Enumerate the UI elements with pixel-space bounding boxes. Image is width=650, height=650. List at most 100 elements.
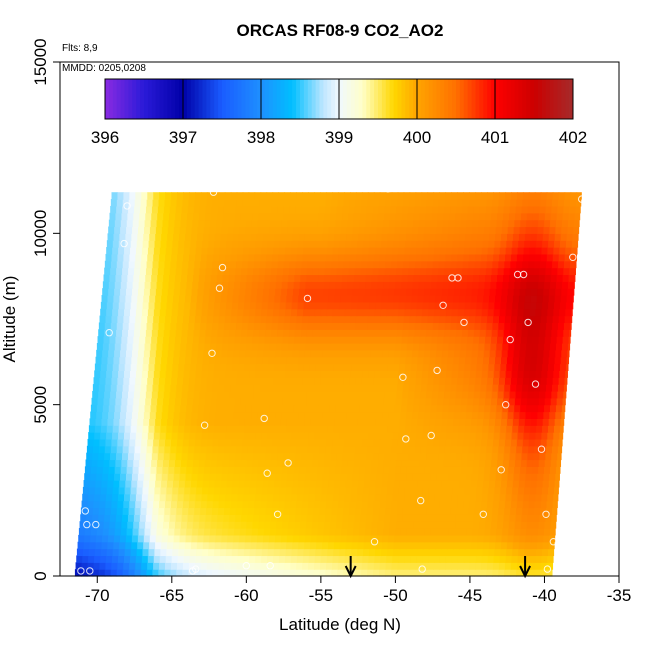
field-cell xyxy=(150,466,158,474)
field-cell xyxy=(249,240,257,248)
field-cell xyxy=(261,247,268,255)
field-cell xyxy=(566,233,574,241)
field-cell xyxy=(126,342,134,351)
field-cell xyxy=(404,425,412,433)
field-cell xyxy=(532,397,540,406)
field-cell xyxy=(246,459,254,467)
field-cell xyxy=(379,500,387,509)
field-cell xyxy=(508,274,516,282)
field-cell xyxy=(378,329,385,337)
field-cell xyxy=(499,253,506,262)
field-cell xyxy=(259,569,267,577)
field-cell xyxy=(359,459,367,467)
field-cell xyxy=(341,342,348,351)
field-cell xyxy=(121,397,128,406)
field-cell xyxy=(330,390,338,399)
field-cell xyxy=(235,445,243,454)
field-cell xyxy=(437,336,444,344)
field-cell xyxy=(460,281,468,289)
field-cell xyxy=(309,363,317,371)
field-cell xyxy=(449,452,457,461)
field-cell xyxy=(329,466,336,474)
field-cell xyxy=(481,377,488,385)
field-cell xyxy=(394,288,401,296)
field-cell xyxy=(535,370,542,378)
field-cell xyxy=(180,342,187,351)
field-cell xyxy=(438,452,445,461)
field-cell xyxy=(238,233,246,241)
field-cell xyxy=(371,342,378,351)
field-cell xyxy=(515,452,523,461)
field-cell xyxy=(196,425,203,433)
field-cell xyxy=(404,240,412,248)
field-cell xyxy=(137,418,144,426)
field-cell xyxy=(416,432,423,440)
field-cell xyxy=(554,418,562,426)
field-cell xyxy=(204,404,211,413)
field-cell xyxy=(107,356,115,365)
field-cell xyxy=(460,466,468,474)
field-cell xyxy=(191,534,199,543)
field-cell xyxy=(469,493,477,502)
field-cell xyxy=(526,397,534,406)
field-cell xyxy=(554,301,561,310)
field-cell xyxy=(106,555,113,563)
field-cell xyxy=(390,267,397,276)
field-cell xyxy=(189,493,197,502)
field-cell xyxy=(180,219,187,228)
field-cell xyxy=(501,349,509,358)
field-cell xyxy=(400,281,408,289)
field-cell xyxy=(336,336,343,344)
field-cell xyxy=(498,260,505,269)
field-cell xyxy=(528,438,536,447)
field-cell xyxy=(403,199,410,207)
field-cell xyxy=(234,212,242,221)
field-cell xyxy=(225,432,232,440)
field-cell xyxy=(433,500,440,509)
field-cell xyxy=(222,342,229,351)
field-cell xyxy=(526,219,533,228)
field-cell xyxy=(521,390,529,399)
field-cell xyxy=(369,295,377,303)
field-cell xyxy=(478,466,485,474)
field-cell xyxy=(371,397,379,406)
field-cell xyxy=(106,240,114,248)
field-cell xyxy=(447,480,454,488)
field-cell xyxy=(110,507,118,515)
field-cell xyxy=(378,267,386,276)
field-cell xyxy=(485,452,493,461)
field-cell xyxy=(220,233,228,241)
field-cell xyxy=(417,418,425,426)
field-cell xyxy=(313,507,320,515)
field-cell xyxy=(214,480,222,488)
field-cell xyxy=(436,226,443,234)
field-cell xyxy=(432,267,439,276)
field-cell xyxy=(144,466,152,474)
field-cell xyxy=(533,329,541,337)
field-cell xyxy=(340,226,348,234)
field-cell xyxy=(177,308,185,317)
field-cell xyxy=(398,432,405,440)
field-cell xyxy=(239,528,247,536)
field-cell xyxy=(211,205,219,214)
field-cell xyxy=(290,253,297,262)
field-cell xyxy=(556,281,563,289)
field-cell xyxy=(339,486,346,495)
field-cell xyxy=(133,459,140,467)
field-cell xyxy=(444,199,452,207)
field-cell xyxy=(224,438,232,447)
field-cell xyxy=(188,569,195,577)
field-cell xyxy=(278,377,285,385)
field-cell xyxy=(171,192,178,200)
colorbar-swatch xyxy=(374,79,379,119)
field-cell xyxy=(561,281,569,289)
field-cell xyxy=(257,473,264,481)
y-axis-label: Altitude (m) xyxy=(0,276,19,363)
field-cell xyxy=(545,267,552,276)
colorbar-tick-label: 399 xyxy=(325,128,353,147)
field-cell xyxy=(219,247,227,255)
field-cell xyxy=(76,555,83,563)
field-cell xyxy=(214,356,222,365)
field-cell xyxy=(475,500,482,509)
field-cell xyxy=(219,308,227,317)
